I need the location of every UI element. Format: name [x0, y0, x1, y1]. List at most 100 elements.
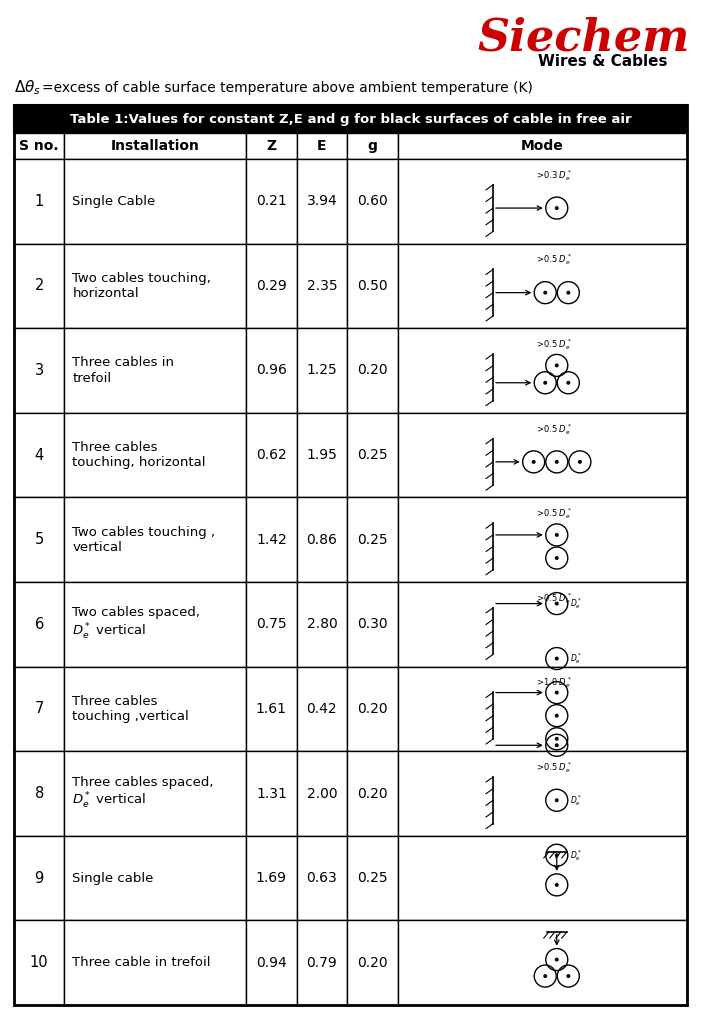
- Bar: [14, 836, 64, 921]
- Circle shape: [566, 381, 571, 385]
- Bar: [246, 159, 297, 244]
- Circle shape: [554, 556, 559, 560]
- Circle shape: [554, 206, 559, 210]
- Text: $D_e^*$: $D_e^*$: [570, 651, 582, 666]
- Bar: [347, 582, 397, 667]
- Bar: [14, 133, 64, 159]
- Bar: [64, 329, 246, 413]
- Text: 0.62: 0.62: [256, 449, 287, 462]
- Circle shape: [554, 532, 559, 537]
- Text: >0.5 $D_e^*$: >0.5 $D_e^*$: [536, 422, 572, 436]
- Bar: [347, 413, 397, 498]
- Text: 2: 2: [34, 279, 44, 294]
- Text: 10: 10: [30, 955, 48, 970]
- Circle shape: [543, 291, 547, 295]
- Text: 0.20: 0.20: [357, 955, 388, 970]
- Bar: [14, 921, 64, 1005]
- Text: $D_e^*$: $D_e^*$: [570, 596, 582, 611]
- Bar: [347, 752, 397, 836]
- Text: 4: 4: [34, 447, 44, 463]
- Text: $D_e^*$: $D_e^*$: [570, 793, 582, 808]
- Text: 0.79: 0.79: [306, 955, 337, 970]
- Bar: [297, 582, 347, 667]
- Bar: [397, 752, 687, 836]
- Text: Three cables
touching, horizontal: Three cables touching, horizontal: [72, 441, 206, 469]
- Bar: [397, 921, 687, 1005]
- Text: 0.29: 0.29: [256, 279, 287, 293]
- Text: 1.42: 1.42: [256, 532, 287, 547]
- Text: $D_e^*$: $D_e^*$: [570, 848, 582, 862]
- Text: Three cable in trefoil: Three cable in trefoil: [72, 956, 211, 969]
- Text: 0.21: 0.21: [256, 195, 287, 208]
- Circle shape: [554, 799, 559, 802]
- Bar: [14, 752, 64, 836]
- Text: 0.20: 0.20: [357, 364, 388, 378]
- Text: 0.94: 0.94: [256, 955, 287, 970]
- Circle shape: [566, 974, 571, 978]
- Bar: [246, 836, 297, 921]
- Bar: [14, 105, 687, 1005]
- Text: >0.3 $D_e^*$: >0.3 $D_e^*$: [536, 168, 572, 183]
- Circle shape: [554, 364, 559, 368]
- Text: Siechem: Siechem: [477, 16, 690, 59]
- Text: 7: 7: [34, 701, 44, 717]
- Bar: [64, 413, 246, 498]
- Text: 0.25: 0.25: [357, 532, 388, 547]
- Circle shape: [554, 460, 559, 464]
- Circle shape: [578, 460, 582, 464]
- Bar: [14, 413, 64, 498]
- Bar: [297, 752, 347, 836]
- Bar: [347, 921, 397, 1005]
- Bar: [64, 133, 246, 159]
- Text: 1.95: 1.95: [306, 449, 337, 462]
- Text: Three cables
touching ,vertical: Three cables touching ,vertical: [72, 695, 189, 723]
- Circle shape: [554, 957, 559, 962]
- Text: Single cable: Single cable: [72, 871, 154, 885]
- Bar: [397, 667, 687, 752]
- Circle shape: [554, 656, 559, 660]
- Bar: [246, 752, 297, 836]
- Bar: [397, 413, 687, 498]
- Text: 0.96: 0.96: [256, 364, 287, 378]
- Bar: [347, 244, 397, 329]
- Bar: [397, 159, 687, 244]
- Bar: [347, 329, 397, 413]
- Circle shape: [554, 714, 559, 718]
- Bar: [64, 752, 246, 836]
- Bar: [347, 159, 397, 244]
- Text: Installation: Installation: [111, 139, 200, 153]
- Text: >0.5 $D_e^*$: >0.5 $D_e^*$: [536, 760, 572, 775]
- Bar: [64, 498, 246, 582]
- Bar: [297, 329, 347, 413]
- Circle shape: [566, 291, 571, 295]
- Bar: [14, 498, 64, 582]
- Circle shape: [554, 743, 559, 748]
- Text: =excess of cable surface temperature above ambient temperature (K): =excess of cable surface temperature abo…: [42, 81, 533, 95]
- Text: >0.5 $D_e^*$: >0.5 $D_e^*$: [536, 591, 572, 606]
- Text: 0.30: 0.30: [357, 617, 388, 632]
- Text: >0.5 $D_e^*$: >0.5 $D_e^*$: [536, 253, 572, 267]
- Text: g: g: [367, 139, 377, 153]
- Text: Table 1:Values for constant Z,E and g for black surfaces of cable in free air: Table 1:Values for constant Z,E and g fo…: [69, 113, 632, 126]
- Bar: [397, 582, 687, 667]
- Bar: [64, 921, 246, 1005]
- Text: Three cables in
trefoil: Three cables in trefoil: [72, 356, 175, 384]
- Bar: [347, 133, 397, 159]
- Text: E: E: [317, 139, 327, 153]
- Text: 0.75: 0.75: [256, 617, 287, 632]
- Bar: [297, 498, 347, 582]
- Text: Two cables touching,
horizontal: Two cables touching, horizontal: [72, 272, 211, 300]
- Text: 0.20: 0.20: [357, 786, 388, 801]
- Circle shape: [531, 460, 536, 464]
- Bar: [14, 582, 64, 667]
- Text: $\Delta\theta_s$: $\Delta\theta_s$: [14, 79, 41, 97]
- Text: 1: 1: [34, 194, 44, 209]
- Bar: [246, 921, 297, 1005]
- Bar: [397, 498, 687, 582]
- Text: >0.5 $D_e^*$: >0.5 $D_e^*$: [536, 337, 572, 352]
- Text: 1.69: 1.69: [256, 871, 287, 885]
- Bar: [397, 244, 687, 329]
- Bar: [246, 133, 297, 159]
- Bar: [297, 667, 347, 752]
- Text: 1.31: 1.31: [256, 786, 287, 801]
